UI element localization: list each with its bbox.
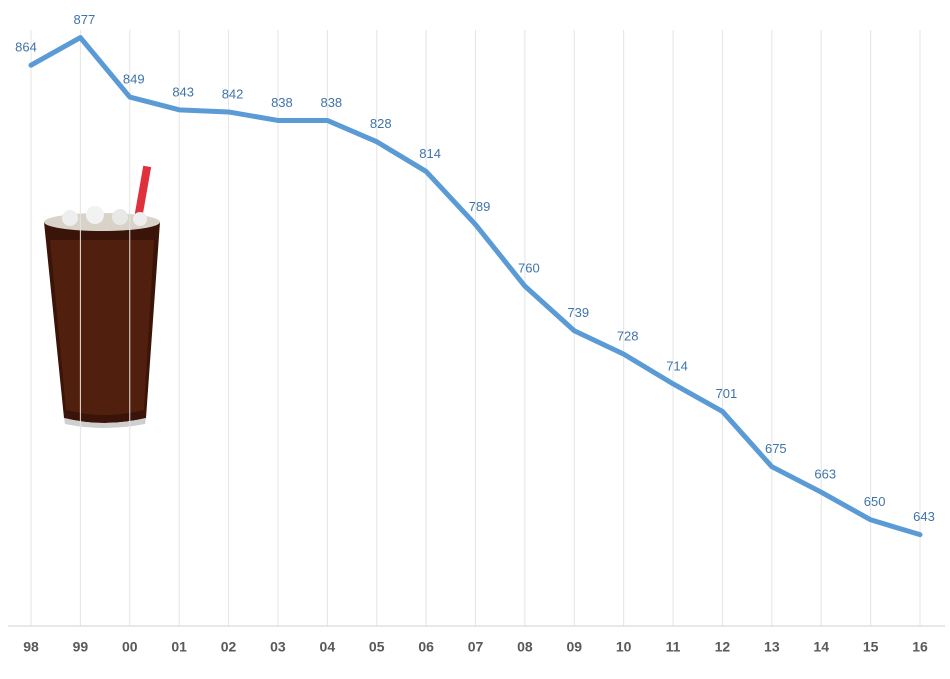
data-label: 663 — [814, 467, 836, 482]
data-label: 828 — [370, 116, 392, 131]
data-label: 650 — [864, 494, 886, 509]
x-tick-label: 12 — [715, 639, 731, 655]
data-label: 838 — [320, 95, 342, 110]
x-tick-label: 11 — [666, 639, 681, 655]
x-tick-label: 14 — [813, 639, 829, 655]
x-tick-label: 09 — [566, 639, 582, 655]
data-label: 843 — [172, 84, 194, 99]
drink-illustration — [44, 165, 160, 428]
x-tick-label: 08 — [517, 639, 533, 655]
x-tick-label: 99 — [73, 639, 89, 655]
data-label: 739 — [567, 305, 589, 320]
data-label: 814 — [419, 146, 441, 161]
data-label: 842 — [222, 86, 244, 101]
data-label: 864 — [15, 40, 37, 55]
x-tick-label: 03 — [270, 639, 286, 655]
data-line — [28, 35, 923, 538]
data-label: 714 — [666, 358, 688, 373]
x-tick-label: 98 — [23, 639, 39, 655]
x-tick-label: 07 — [468, 639, 484, 655]
data-label: 675 — [765, 441, 787, 456]
data-label: 643 — [913, 509, 935, 524]
data-label: 728 — [617, 329, 639, 344]
x-tick-label: 15 — [863, 639, 879, 655]
x-tick-label: 05 — [369, 639, 385, 655]
data-label: 701 — [716, 386, 738, 401]
x-tick-label: 16 — [912, 639, 928, 655]
data-label: 849 — [123, 72, 145, 87]
data-label: 877 — [74, 12, 96, 27]
x-tick-label: 02 — [221, 639, 237, 655]
x-tick-label: 01 — [171, 639, 187, 655]
data-label: 838 — [271, 95, 293, 110]
x-tick-label: 04 — [320, 639, 336, 655]
x-tick-label: 13 — [764, 639, 780, 655]
x-tick-label: 06 — [418, 639, 434, 655]
data-label: 760 — [518, 261, 540, 276]
x-tick-label: 00 — [122, 639, 138, 655]
x-tick-label: 10 — [616, 639, 632, 655]
data-label: 789 — [469, 199, 491, 214]
